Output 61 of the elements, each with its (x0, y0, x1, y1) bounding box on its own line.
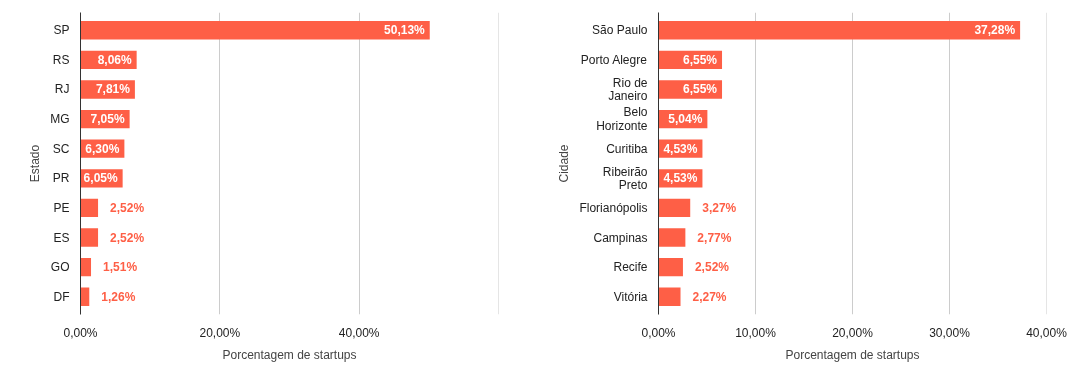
y-tick-label: Vitória (613, 289, 648, 304)
y-tick-label: ES (53, 230, 70, 245)
data-label: 4,53% (663, 141, 698, 156)
data-label: 2,52% (110, 230, 145, 245)
bar (658, 287, 681, 306)
bar (658, 198, 691, 218)
x-tick-label: 20,00% (832, 325, 874, 340)
data-label: 3,27% (702, 200, 737, 215)
y-tick-label: PE (53, 200, 70, 215)
data-label: 2,27% (692, 289, 727, 304)
y-tick-label: Recife (613, 260, 648, 275)
data-label: 5,04% (668, 112, 703, 127)
data-label: 8,06% (97, 52, 132, 67)
data-label: 37,28% (974, 23, 1016, 38)
data-label: 6,55% (683, 52, 718, 67)
y-tick-label: Florianópolis (579, 200, 648, 215)
y-tick-label: SP (53, 23, 70, 38)
y-axis-title: Estado (28, 144, 43, 183)
x-tick-label: 10,00% (735, 325, 777, 340)
x-tick-label: 30,00% (929, 325, 971, 340)
y-axis-title: Cidade (557, 144, 572, 183)
y-tick-label: RS (52, 52, 70, 67)
data-label: 2,52% (110, 200, 145, 215)
bar (658, 228, 686, 247)
data-label: 6,30% (85, 141, 120, 156)
data-label: 50,13% (384, 23, 426, 38)
data-label: 7,81% (95, 82, 131, 97)
x-tick-label: 0,00% (641, 325, 676, 340)
y-tick-label: GO (50, 260, 70, 275)
data-label: 4,53% (663, 171, 698, 186)
x-tick-label: 40,00% (338, 325, 380, 340)
y-tick-label: São Paulo (592, 23, 648, 38)
bar (80, 198, 99, 218)
bar (658, 257, 683, 277)
y-tick-label: Curitiba (606, 141, 648, 156)
y-tick-label: RJ (54, 82, 70, 97)
y-tick-label: Rio de Janeiro (608, 75, 648, 104)
y-tick-label: Ribeirão Preto (602, 164, 648, 192)
x-tick-label: 0,00% (63, 325, 98, 340)
bar (80, 257, 92, 277)
data-label: 1,51% (103, 260, 138, 275)
bar (658, 21, 1021, 40)
y-tick-label: SC (52, 141, 70, 156)
x-tick-label: 40,00% (1026, 325, 1068, 340)
y-tick-label: PR (52, 171, 70, 186)
data-label: 7,05% (90, 112, 125, 127)
bar (80, 228, 99, 247)
data-label: 2,52% (694, 260, 730, 275)
y-tick-label: Porto Alegre (580, 52, 648, 67)
data-label: 6,55% (683, 82, 718, 97)
data-label: 2,77% (697, 230, 732, 245)
y-tick-label: Campinas (593, 230, 648, 245)
data-label: 6,05% (83, 171, 118, 186)
bar (80, 21, 430, 40)
data-label: 1,26% (101, 289, 136, 304)
y-tick-label: MG (50, 112, 70, 127)
x-tick-label: 20,00% (199, 325, 241, 340)
x-axis-title: Porcentagem de startups (785, 347, 920, 362)
x-axis-title: Porcentagem de startups (222, 347, 357, 362)
y-tick-label: Belo Horizonte (596, 105, 648, 133)
y-tick-label: DF (53, 289, 70, 304)
